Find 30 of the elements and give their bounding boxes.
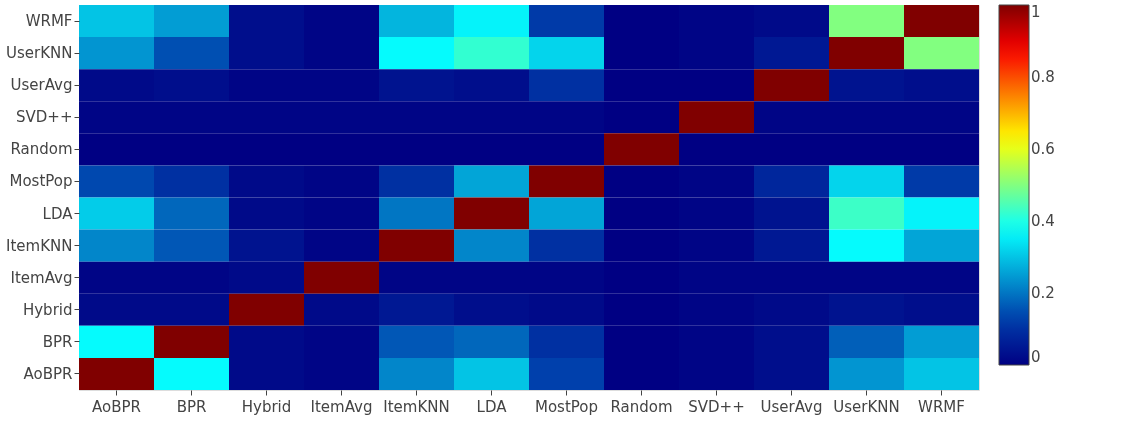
x-tick-label: SVD++: [688, 397, 745, 416]
color-bar-label: 0.4: [1031, 212, 1055, 230]
color-bar-label: 0.8: [1031, 68, 1055, 86]
y-tick-label: AoBPR: [23, 364, 73, 383]
color-bar-label: 1: [1031, 3, 1041, 21]
y-tick-label: WRMF: [25, 12, 73, 31]
x-tick-label: LDA: [476, 397, 508, 416]
color-bar-label: 0.2: [1031, 284, 1055, 302]
y-tick-label: UserKNN: [6, 44, 73, 63]
x-tick-label: MostPop: [534, 397, 599, 416]
y-tick-label: ItemAvg: [10, 268, 73, 287]
x-tick-label: Hybrid: [241, 397, 292, 416]
y-tick-label: MostPop: [9, 172, 73, 191]
x-tick-label: BPR: [176, 397, 207, 416]
x-tick-label: UserKNN: [833, 397, 900, 416]
x-tick-label: Random: [610, 397, 673, 416]
color-bar-label: 0: [1031, 348, 1041, 366]
y-tick-label: UserAvg: [10, 76, 73, 95]
y-tick-label: Hybrid: [22, 300, 73, 319]
y-tick-label: ItemKNN: [6, 236, 73, 255]
y-tick-label: LDA: [42, 204, 74, 223]
color-bar-label: 0.6: [1031, 140, 1055, 158]
x-tick-label: ItemAvg: [310, 397, 373, 416]
x-tick-label: AoBPR: [92, 397, 141, 416]
y-tick-label: BPR: [42, 332, 73, 351]
y-tick-label: SVD++: [16, 108, 73, 127]
y-tick-label: Random: [10, 140, 73, 159]
x-tick-label: WRMF: [918, 397, 965, 416]
x-tick-label: ItemKNN: [383, 397, 450, 416]
x-tick-label: UserAvg: [760, 397, 823, 416]
